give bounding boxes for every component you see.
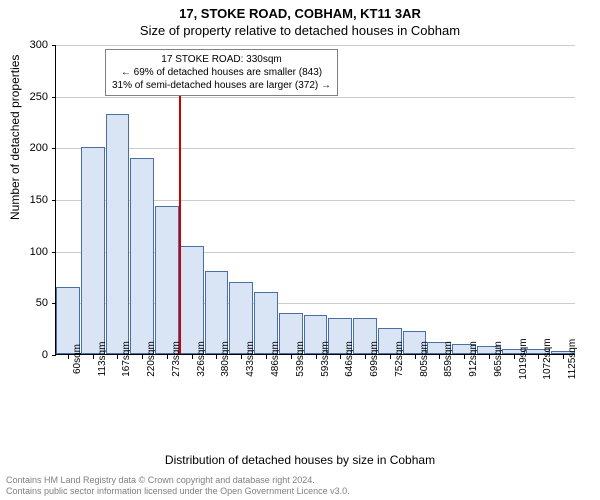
y-tick-mark: [52, 252, 56, 253]
y-tick-mark: [52, 148, 56, 149]
x-tick-label: 1019sqm: [518, 338, 529, 379]
annotation-box: 17 STOKE ROAD: 330sqm ← 69% of detached …: [105, 49, 338, 96]
x-axis-label: Distribution of detached houses by size …: [0, 453, 600, 467]
x-tick-mark: [563, 355, 564, 359]
y-tick-label: 0: [18, 349, 48, 361]
y-tick-mark: [52, 355, 56, 356]
x-tick-mark: [439, 355, 440, 359]
x-tick-mark: [365, 355, 366, 359]
histogram-bar: [130, 158, 154, 354]
y-tick-label: 150: [18, 194, 48, 206]
footer-attribution: Contains HM Land Registry data © Crown c…: [6, 475, 350, 498]
x-tick-mark: [340, 355, 341, 359]
x-tick-mark: [241, 355, 242, 359]
y-tick-label: 300: [18, 39, 48, 51]
x-tick-mark: [142, 355, 143, 359]
annotation-line2: ← 69% of detached houses are smaller (84…: [112, 66, 331, 79]
y-tick-label: 250: [18, 91, 48, 103]
x-tick-mark: [68, 355, 69, 359]
y-tick-mark: [52, 200, 56, 201]
x-tick-mark: [93, 355, 94, 359]
footer-line2: Contains public sector information licen…: [6, 486, 350, 498]
x-tick-mark: [192, 355, 193, 359]
x-tick-mark: [489, 355, 490, 359]
x-tick-mark: [514, 355, 515, 359]
x-tick-mark: [390, 355, 391, 359]
reference-line: [179, 73, 181, 354]
x-tick-mark: [316, 355, 317, 359]
x-tick-mark: [538, 355, 539, 359]
y-tick-mark: [52, 97, 56, 98]
x-tick-mark: [464, 355, 465, 359]
footer-line1: Contains HM Land Registry data © Crown c…: [6, 475, 350, 487]
x-tick-mark: [266, 355, 267, 359]
y-tick-label: 50: [18, 297, 48, 309]
x-tick-mark: [216, 355, 217, 359]
y-tick-mark: [52, 45, 56, 46]
grid-line: [56, 148, 575, 149]
annotation-line1: 17 STOKE ROAD: 330sqm: [112, 53, 331, 66]
y-tick-label: 200: [18, 142, 48, 154]
x-tick-mark: [415, 355, 416, 359]
x-tick-mark: [291, 355, 292, 359]
x-tick-mark: [167, 355, 168, 359]
chart-title-main: 17, STOKE ROAD, COBHAM, KT11 3AR: [0, 0, 600, 21]
x-tick-label: 965sqm: [493, 341, 504, 377]
chart-area: 05010015020025030060sqm113sqm167sqm220sq…: [55, 45, 575, 415]
grid-line: [56, 45, 575, 46]
x-tick-label: 1072sqm: [542, 338, 553, 379]
grid-line: [56, 97, 575, 98]
histogram-bar: [106, 114, 130, 354]
histogram-bar: [81, 147, 105, 354]
x-tick-mark: [117, 355, 118, 359]
y-tick-label: 100: [18, 246, 48, 258]
x-tick-label: 1125sqm: [567, 339, 578, 379]
annotation-line3: 31% of semi-detached houses are larger (…: [112, 79, 331, 92]
histogram-bar: [180, 246, 204, 355]
histogram-bar: [155, 206, 179, 354]
chart-title-sub: Size of property relative to detached ho…: [0, 21, 600, 38]
